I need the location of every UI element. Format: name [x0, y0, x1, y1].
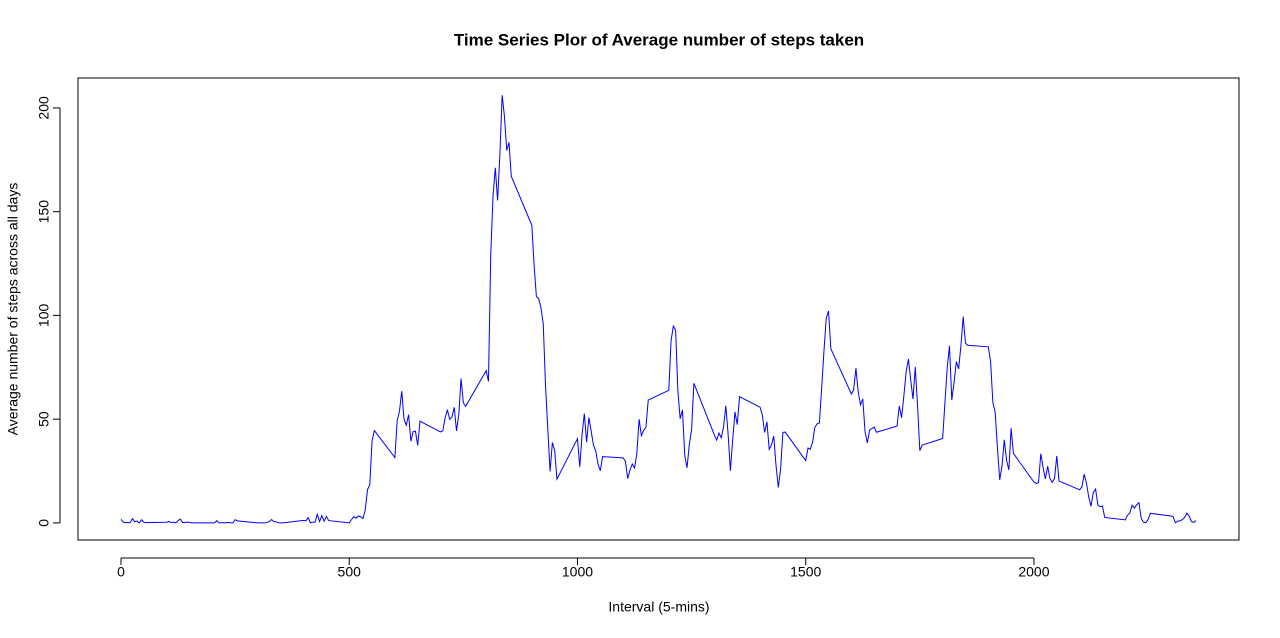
- y-tick-label: 150: [36, 200, 52, 224]
- y-axis-label: Average number of steps across all days: [5, 183, 21, 436]
- y-tick-label: 200: [36, 96, 52, 120]
- plot-frame: [77, 77, 1240, 541]
- x-axis-label: Interval (5-mins): [608, 599, 709, 615]
- x-tick-label: 500: [338, 564, 362, 580]
- x-tick-label: 0: [117, 564, 125, 580]
- y-tick-label: 50: [36, 411, 52, 427]
- x-tick-label: 1500: [790, 564, 821, 580]
- y-tick-label: 0: [36, 519, 52, 527]
- y-tick-label: 100: [36, 304, 52, 328]
- data-line: [120, 95, 1197, 524]
- chart-title: Time Series Plor of Average number of st…: [454, 30, 864, 49]
- x-tick-label: 2000: [1018, 564, 1049, 580]
- x-tick-label: 1000: [562, 564, 593, 580]
